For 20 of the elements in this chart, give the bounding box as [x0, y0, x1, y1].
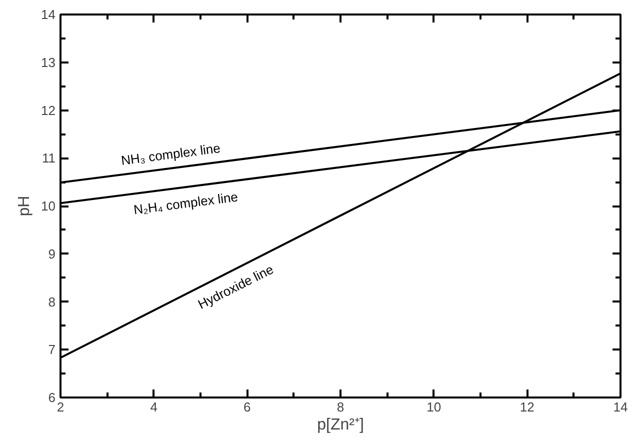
- x-tick-label: 4: [150, 400, 158, 414]
- y-tick-label: 7: [48, 342, 56, 358]
- x-tick-label: 2: [56, 400, 64, 414]
- y-tick-label: 9: [48, 246, 56, 262]
- y-tick-label: 8: [48, 294, 56, 310]
- y-axis-title: pH: [16, 196, 34, 216]
- x-tick-label: 10: [426, 400, 442, 414]
- text: N₂H₄ complex line: [132, 189, 239, 218]
- x-tick-label: 6: [244, 400, 251, 414]
- y-tick-label: 14: [41, 7, 56, 22]
- x-tick-label: 14: [613, 400, 628, 414]
- x-axis-title: p[Zn²⁺]: [317, 416, 364, 434]
- text: NH₃ complex line: [120, 140, 222, 168]
- y-tick-label: 12: [41, 102, 56, 118]
- y-tick-label: 10: [41, 198, 56, 214]
- x-tick-label: 8: [336, 400, 344, 414]
- y-tick-label: 13: [41, 54, 56, 70]
- x-tick-label: 12: [520, 400, 534, 414]
- y-tick-label: 6: [48, 390, 56, 405]
- y-tick-label: 11: [42, 150, 56, 166]
